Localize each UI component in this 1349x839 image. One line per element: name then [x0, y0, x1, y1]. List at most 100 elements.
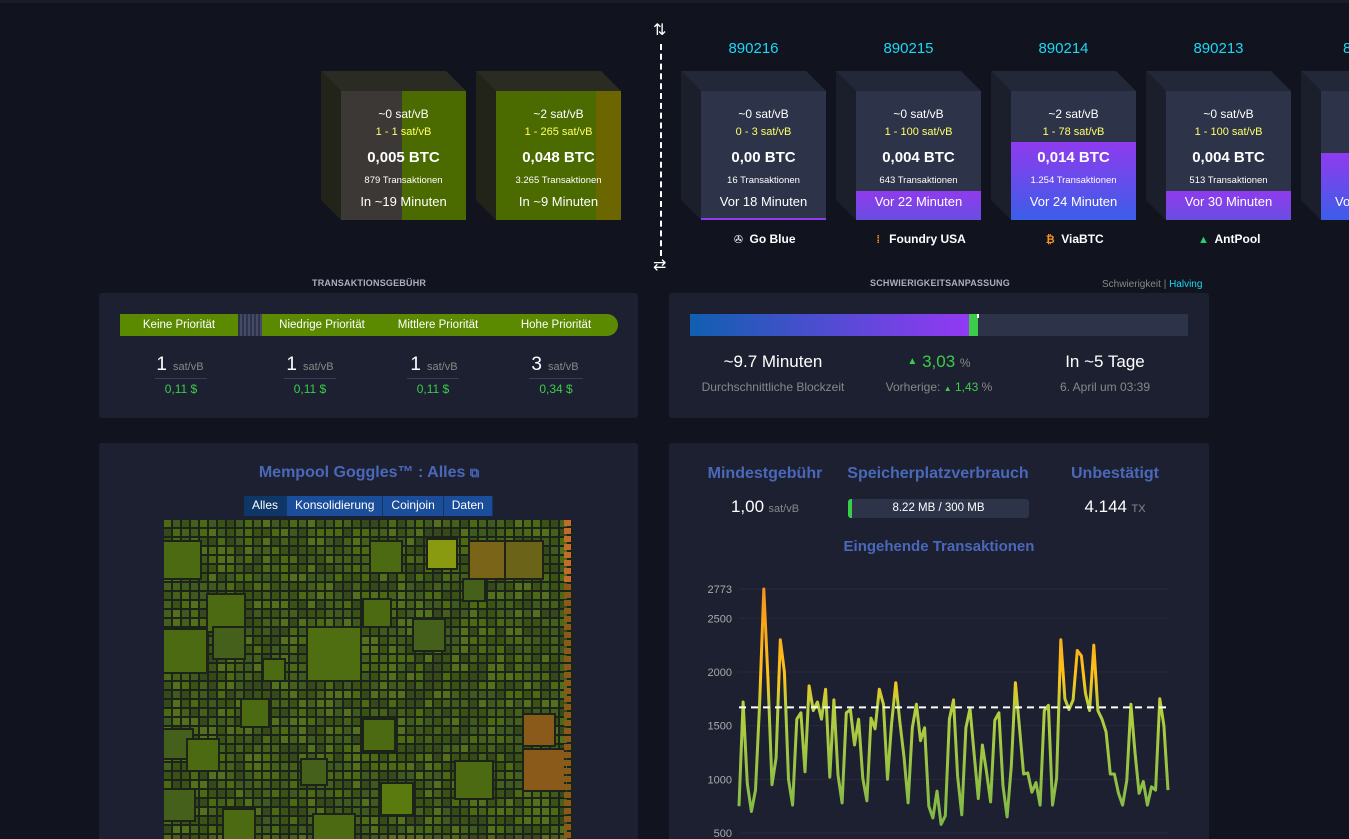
- tab-daten[interactable]: Daten: [443, 496, 493, 516]
- tx-square: [317, 808, 324, 815]
- swap-horizontal-icon[interactable]: ⇄: [653, 257, 667, 274]
- tx-square: [407, 718, 414, 725]
- tx-square: [254, 799, 261, 806]
- tx-square: [236, 664, 243, 671]
- tx-square: [362, 763, 369, 770]
- external-link-icon[interactable]: ⧉: [469, 465, 480, 480]
- swap-vertical-icon[interactable]: ⇅: [653, 22, 667, 39]
- tx-square: [443, 682, 450, 689]
- tx-square: [290, 835, 297, 839]
- tx-square: [488, 628, 495, 635]
- tx-square: [380, 529, 387, 536]
- tx-square: [524, 583, 531, 590]
- tx-square: [542, 664, 549, 671]
- pool-foundry-usa[interactable]: ⁞ Foundry USA: [846, 232, 991, 246]
- tx-square: [461, 718, 468, 725]
- tx-square: [425, 682, 432, 689]
- mempool-treemap[interactable]: [164, 520, 573, 839]
- tab-coinjoin[interactable]: Coinjoin: [383, 496, 444, 516]
- tx-square: [497, 799, 504, 806]
- tx-square: [326, 547, 333, 554]
- pool-viabtc[interactable]: ₿ ViaBTC: [1001, 232, 1146, 246]
- tx-square: [542, 817, 549, 824]
- tx-square: [497, 772, 504, 779]
- tx-square: [326, 574, 333, 581]
- tx-square: [326, 682, 333, 689]
- tx-square-large: [504, 540, 544, 580]
- tx-square: [164, 592, 171, 599]
- tx-square: [542, 790, 549, 797]
- projected-block-1[interactable]: ~0 sat/vB 1 - 1 sat/vB 0,005 BTC 879 Tra…: [321, 71, 466, 220]
- tx-square: [344, 619, 351, 626]
- tx-square: [524, 610, 531, 617]
- tx-square: [200, 700, 207, 707]
- tx-square: [551, 700, 558, 707]
- block-height-890213[interactable]: 890213: [1193, 40, 1244, 57]
- tx-square: [533, 628, 540, 635]
- tx-square: [299, 583, 306, 590]
- tx-square: [452, 673, 459, 680]
- block-fee: ~0 sat/vB: [378, 107, 429, 121]
- tab-konsolidierung[interactable]: Konsolidierung: [287, 496, 384, 516]
- tx-square: [254, 772, 261, 779]
- tx-square-high-fee: [564, 592, 571, 598]
- tx-square-high-fee: [564, 768, 571, 774]
- tx-square: [353, 736, 360, 743]
- tx-square: [335, 781, 342, 788]
- tx-square: [542, 682, 549, 689]
- tx-square: [434, 682, 441, 689]
- tx-square: [443, 520, 450, 527]
- mined-block-890216[interactable]: ~0 sat/vB 0 - 3 sat/vB 0,00 BTC 16 Trans…: [681, 71, 826, 220]
- tx-square: [200, 682, 207, 689]
- block-height-890214[interactable]: 890214: [1038, 40, 1089, 57]
- fee-label-low: Niedrige Priorität: [262, 314, 382, 336]
- tx-square: [317, 529, 324, 536]
- tx-square: [488, 538, 495, 545]
- tx-square: [344, 727, 351, 734]
- block-height-partial[interactable]: 8: [1343, 40, 1349, 57]
- tx-square: [524, 826, 531, 833]
- difficulty-card: [669, 293, 1209, 418]
- tx-square: [452, 583, 459, 590]
- projected-block-2[interactable]: ~2 sat/vB 1 - 265 sat/vB 0,048 BTC 3.265…: [476, 71, 621, 220]
- mined-block-890213[interactable]: ~0 sat/vB 1 - 100 sat/vB 0,004 BTC 513 T…: [1146, 71, 1291, 220]
- tx-square-high-fee: [564, 792, 571, 798]
- toggle-difficulty[interactable]: Schwierigkeit: [1102, 279, 1161, 290]
- goggles-title[interactable]: Mempool Goggles™ : Alles ⧉: [258, 464, 480, 481]
- tx-square: [362, 583, 369, 590]
- tx-square: [299, 754, 306, 761]
- tx-square: [434, 817, 441, 824]
- block-height-890215[interactable]: 890215: [883, 40, 934, 57]
- tab-alles[interactable]: Alles: [244, 496, 288, 516]
- tx-square: [461, 637, 468, 644]
- tx-square: [290, 637, 297, 644]
- tx-square: [407, 646, 414, 653]
- tx-square: [353, 799, 360, 806]
- tx-square: [452, 529, 459, 536]
- tx-square: [515, 700, 522, 707]
- tx-square: [515, 718, 522, 725]
- tx-square: [533, 700, 540, 707]
- tx-square: [281, 619, 288, 626]
- tx-square: [281, 817, 288, 824]
- block-height-890216[interactable]: 890216: [728, 40, 779, 57]
- pool-antpool[interactable]: ▲ AntPool: [1156, 232, 1301, 246]
- mined-block-partial[interactable]: Vo: [1301, 71, 1349, 220]
- tx-square: [407, 655, 414, 662]
- difficulty-halving-toggle[interactable]: Schwierigkeit | Halving: [1102, 279, 1202, 290]
- fee-usd-high: 0,34 $: [506, 378, 606, 396]
- tx-square: [506, 781, 513, 788]
- min-fee-label: Mindestgebühr: [707, 465, 823, 482]
- tx-square: [362, 538, 369, 545]
- tx-square: [443, 655, 450, 662]
- mined-block-890214[interactable]: ~2 sat/vB 1 - 78 sat/vB 0,014 BTC 1.254 …: [991, 71, 1136, 220]
- tx-square: [407, 583, 414, 590]
- tx-square: [281, 736, 288, 743]
- mined-block-890215[interactable]: ~0 sat/vB 1 - 100 sat/vB 0,004 BTC 643 T…: [836, 71, 981, 220]
- toggle-halving[interactable]: Halving: [1169, 279, 1203, 290]
- block-eta: In ~19 Minuten: [360, 194, 447, 209]
- tx-square: [416, 745, 423, 752]
- tx-square: [254, 691, 261, 698]
- pool-go-blue[interactable]: ✇ Go Blue: [691, 232, 836, 246]
- tx-square: [362, 835, 369, 839]
